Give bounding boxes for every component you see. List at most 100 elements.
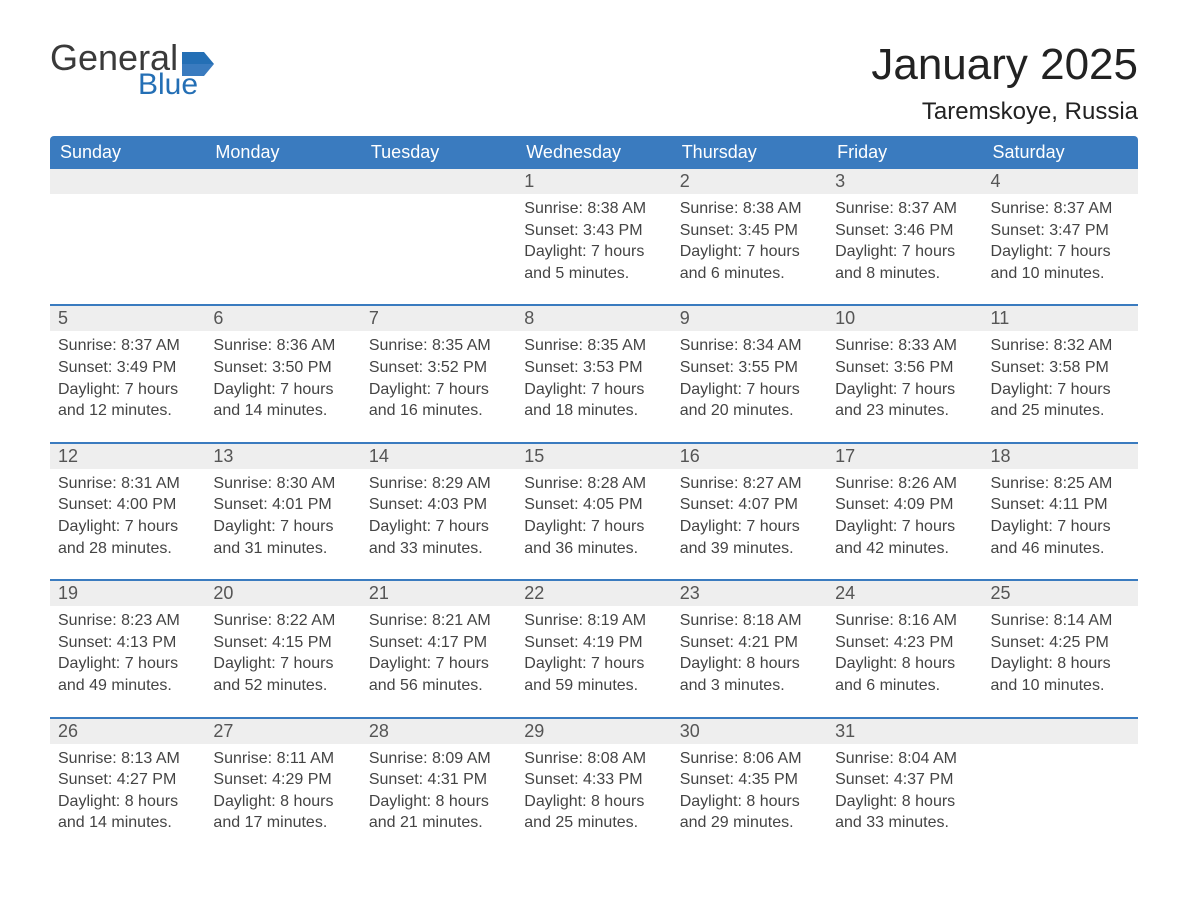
weekday-header: Monday	[205, 136, 360, 169]
daylight-line-2: and 20 minutes.	[680, 400, 819, 422]
day-number: 3	[827, 169, 982, 194]
day-number: 2	[672, 169, 827, 194]
day-number: 27	[205, 719, 360, 744]
day-details	[983, 744, 1138, 834]
daylight-line-1: Daylight: 7 hours	[680, 516, 819, 538]
sunrise-line: Sunrise: 8:16 AM	[835, 610, 974, 632]
day-number: 9	[672, 306, 827, 331]
weekday-header: Friday	[827, 136, 982, 169]
calendar-day-cell	[50, 169, 205, 305]
day-number: 15	[516, 444, 671, 469]
day-details: Sunrise: 8:38 AMSunset: 3:43 PMDaylight:…	[516, 194, 671, 304]
calendar-day-cell: 16Sunrise: 8:27 AMSunset: 4:07 PMDayligh…	[672, 443, 827, 580]
day-number: 4	[983, 169, 1138, 194]
day-details: Sunrise: 8:04 AMSunset: 4:37 PMDaylight:…	[827, 744, 982, 854]
sunrise-line: Sunrise: 8:22 AM	[213, 610, 352, 632]
day-details: Sunrise: 8:36 AMSunset: 3:50 PMDaylight:…	[205, 331, 360, 441]
sunset-line: Sunset: 4:19 PM	[524, 632, 663, 654]
sunset-line: Sunset: 4:35 PM	[680, 769, 819, 791]
day-number: 23	[672, 581, 827, 606]
sunrise-line: Sunrise: 8:11 AM	[213, 748, 352, 770]
day-number: 11	[983, 306, 1138, 331]
calendar-day-cell: 3Sunrise: 8:37 AMSunset: 3:46 PMDaylight…	[827, 169, 982, 305]
day-details: Sunrise: 8:35 AMSunset: 3:53 PMDaylight:…	[516, 331, 671, 441]
weekday-header: Thursday	[672, 136, 827, 169]
sunset-line: Sunset: 4:13 PM	[58, 632, 197, 654]
daylight-line-1: Daylight: 7 hours	[524, 241, 663, 263]
daylight-line-2: and 42 minutes.	[835, 538, 974, 560]
daylight-line-1: Daylight: 8 hours	[680, 653, 819, 675]
calendar-day-cell: 22Sunrise: 8:19 AMSunset: 4:19 PMDayligh…	[516, 580, 671, 717]
day-number: 26	[50, 719, 205, 744]
day-number: 24	[827, 581, 982, 606]
daylight-line-2: and 36 minutes.	[524, 538, 663, 560]
sunset-line: Sunset: 4:11 PM	[991, 494, 1130, 516]
calendar-week-row: 1Sunrise: 8:38 AMSunset: 3:43 PMDaylight…	[50, 169, 1138, 305]
sunrise-line: Sunrise: 8:18 AM	[680, 610, 819, 632]
day-number: 19	[50, 581, 205, 606]
calendar-day-cell: 27Sunrise: 8:11 AMSunset: 4:29 PMDayligh…	[205, 718, 360, 854]
sunrise-line: Sunrise: 8:31 AM	[58, 473, 197, 495]
weekday-header: Sunday	[50, 136, 205, 169]
sunset-line: Sunset: 4:05 PM	[524, 494, 663, 516]
day-details: Sunrise: 8:23 AMSunset: 4:13 PMDaylight:…	[50, 606, 205, 716]
day-details: Sunrise: 8:37 AMSunset: 3:46 PMDaylight:…	[827, 194, 982, 304]
sunset-line: Sunset: 4:37 PM	[835, 769, 974, 791]
sunrise-line: Sunrise: 8:27 AM	[680, 473, 819, 495]
sunrise-line: Sunrise: 8:36 AM	[213, 335, 352, 357]
calendar-day-cell	[205, 169, 360, 305]
sunset-line: Sunset: 4:15 PM	[213, 632, 352, 654]
calendar-week-row: 12Sunrise: 8:31 AMSunset: 4:00 PMDayligh…	[50, 443, 1138, 580]
daylight-line-1: Daylight: 7 hours	[524, 653, 663, 675]
daylight-line-2: and 21 minutes.	[369, 812, 508, 834]
calendar-day-cell: 25Sunrise: 8:14 AMSunset: 4:25 PMDayligh…	[983, 580, 1138, 717]
sunset-line: Sunset: 3:49 PM	[58, 357, 197, 379]
weekday-header: Tuesday	[361, 136, 516, 169]
daylight-line-1: Daylight: 7 hours	[58, 516, 197, 538]
day-number: 10	[827, 306, 982, 331]
day-number: 22	[516, 581, 671, 606]
calendar-day-cell	[983, 718, 1138, 854]
day-number: 13	[205, 444, 360, 469]
day-details: Sunrise: 8:06 AMSunset: 4:35 PMDaylight:…	[672, 744, 827, 854]
daylight-line-2: and 6 minutes.	[680, 263, 819, 285]
calendar-day-cell: 24Sunrise: 8:16 AMSunset: 4:23 PMDayligh…	[827, 580, 982, 717]
day-number	[361, 169, 516, 194]
calendar-day-cell: 29Sunrise: 8:08 AMSunset: 4:33 PMDayligh…	[516, 718, 671, 854]
day-number: 25	[983, 581, 1138, 606]
daylight-line-1: Daylight: 7 hours	[369, 516, 508, 538]
day-details: Sunrise: 8:28 AMSunset: 4:05 PMDaylight:…	[516, 469, 671, 579]
calendar-day-cell: 8Sunrise: 8:35 AMSunset: 3:53 PMDaylight…	[516, 305, 671, 442]
sunrise-line: Sunrise: 8:38 AM	[680, 198, 819, 220]
daylight-line-1: Daylight: 7 hours	[213, 653, 352, 675]
calendar-day-cell: 21Sunrise: 8:21 AMSunset: 4:17 PMDayligh…	[361, 580, 516, 717]
calendar-week-row: 19Sunrise: 8:23 AMSunset: 4:13 PMDayligh…	[50, 580, 1138, 717]
sunset-line: Sunset: 4:17 PM	[369, 632, 508, 654]
calendar-day-cell: 9Sunrise: 8:34 AMSunset: 3:55 PMDaylight…	[672, 305, 827, 442]
daylight-line-1: Daylight: 8 hours	[213, 791, 352, 813]
daylight-line-1: Daylight: 7 hours	[991, 379, 1130, 401]
sunset-line: Sunset: 3:56 PM	[835, 357, 974, 379]
day-details: Sunrise: 8:18 AMSunset: 4:21 PMDaylight:…	[672, 606, 827, 716]
header-bar: General Blue January 2025 Taremskoye, Ru…	[50, 40, 1138, 126]
daylight-line-1: Daylight: 8 hours	[524, 791, 663, 813]
sunset-line: Sunset: 3:45 PM	[680, 220, 819, 242]
day-number	[983, 719, 1138, 744]
day-number: 7	[361, 306, 516, 331]
page-title: January 2025	[871, 40, 1138, 90]
daylight-line-2: and 31 minutes.	[213, 538, 352, 560]
daylight-line-2: and 25 minutes.	[524, 812, 663, 834]
calendar-day-cell: 10Sunrise: 8:33 AMSunset: 3:56 PMDayligh…	[827, 305, 982, 442]
calendar-day-cell: 31Sunrise: 8:04 AMSunset: 4:37 PMDayligh…	[827, 718, 982, 854]
day-details: Sunrise: 8:13 AMSunset: 4:27 PMDaylight:…	[50, 744, 205, 854]
sunrise-line: Sunrise: 8:23 AM	[58, 610, 197, 632]
day-number: 28	[361, 719, 516, 744]
daylight-line-2: and 28 minutes.	[58, 538, 197, 560]
day-number: 14	[361, 444, 516, 469]
sunrise-line: Sunrise: 8:32 AM	[991, 335, 1130, 357]
calendar-day-cell: 30Sunrise: 8:06 AMSunset: 4:35 PMDayligh…	[672, 718, 827, 854]
day-details: Sunrise: 8:30 AMSunset: 4:01 PMDaylight:…	[205, 469, 360, 579]
daylight-line-1: Daylight: 7 hours	[213, 379, 352, 401]
calendar-day-cell: 18Sunrise: 8:25 AMSunset: 4:11 PMDayligh…	[983, 443, 1138, 580]
sunset-line: Sunset: 4:27 PM	[58, 769, 197, 791]
